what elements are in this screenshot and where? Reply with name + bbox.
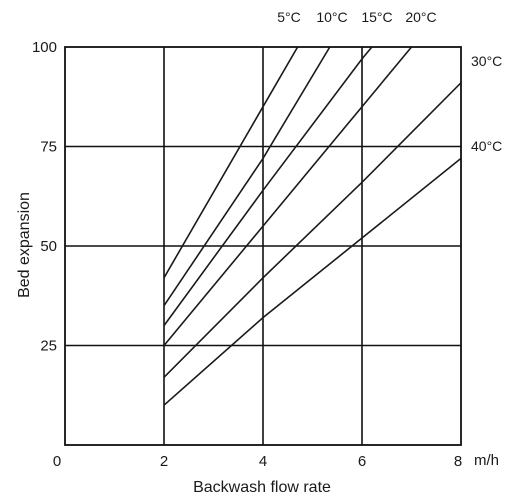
series-label-1: 5°C xyxy=(277,9,301,25)
series-label-3: 15°C xyxy=(361,9,392,25)
y-tick-label: 50 xyxy=(40,238,57,255)
series-line-5 xyxy=(163,82,461,378)
x-tick-label: 8 xyxy=(454,453,462,470)
series-line-4 xyxy=(163,47,413,347)
x-axis-label: Backwash flow rate xyxy=(193,479,331,496)
x-tick-label: 0 xyxy=(53,453,61,470)
series-line-1 xyxy=(163,47,299,279)
y-axis-label: Bed expansion xyxy=(16,192,33,298)
series-line-2 xyxy=(163,47,331,307)
x-tick-label: 2 xyxy=(160,453,168,470)
plot-frame xyxy=(64,46,462,446)
series-lines xyxy=(163,47,461,406)
grid xyxy=(65,47,461,445)
series-label-6: 40°C xyxy=(471,138,502,154)
axes xyxy=(64,46,462,446)
series-label-4: 20°C xyxy=(405,9,436,25)
series-line-3 xyxy=(163,47,373,327)
series-labels: 5°C 10°C 15°C 20°C 30°C 40°C xyxy=(277,9,502,154)
x-unit-label: m/h xyxy=(474,452,499,469)
y-tick-label: 100 xyxy=(32,39,57,56)
series-label-2: 10°C xyxy=(316,9,347,25)
y-tick-labels: 25 50 75 100 xyxy=(32,39,57,355)
x-tick-label: 4 xyxy=(259,453,267,470)
y-tick-label: 25 xyxy=(40,338,57,355)
y-tick-label: 75 xyxy=(40,139,57,156)
series-line-6 xyxy=(163,157,461,406)
series-label-5: 30°C xyxy=(471,53,502,69)
x-tick-label: 6 xyxy=(358,453,366,470)
x-tick-labels: 0 2 4 6 8 xyxy=(53,453,462,470)
